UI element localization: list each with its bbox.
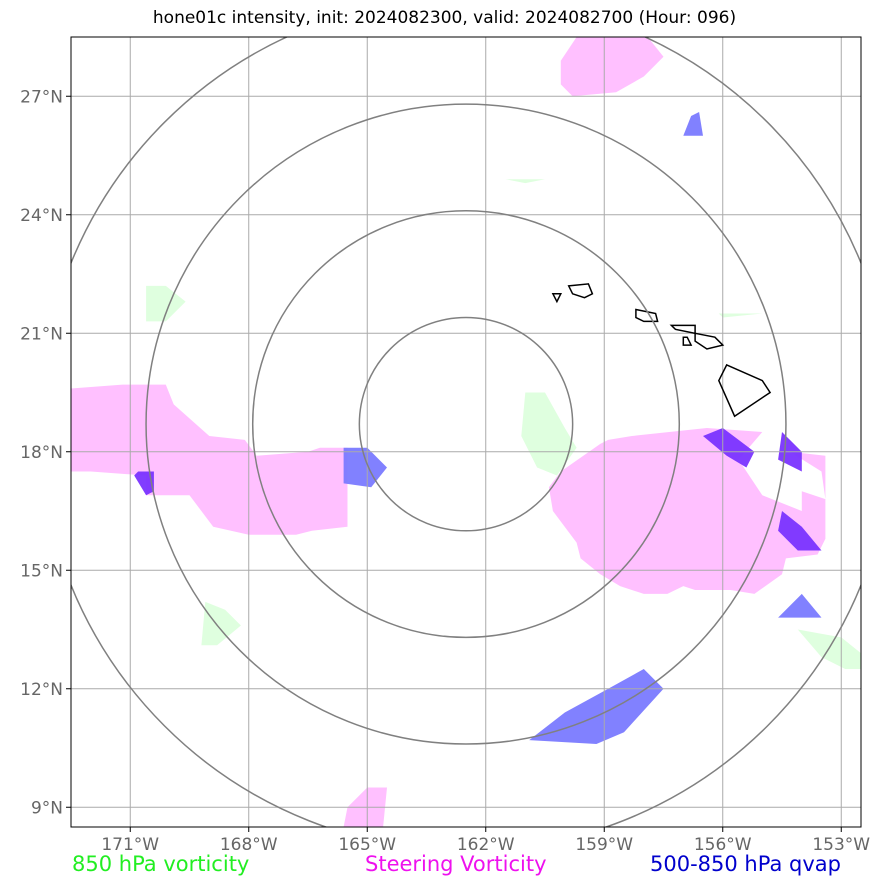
legend-steering-vorticity: Steering Vorticity (365, 852, 547, 876)
y-tick-label: 18°N (20, 443, 63, 463)
island-coastline (694, 332, 725, 350)
range-rings (71, 37, 861, 827)
range-ring (358, 316, 574, 532)
steering-vorticity-region (560, 37, 664, 97)
island-coastline (551, 293, 563, 304)
island-coastline (635, 308, 659, 323)
range-ring (251, 210, 681, 639)
y-tick-label: 9°N (31, 798, 63, 818)
plot-frame (70, 36, 862, 828)
map-gridlines (71, 37, 861, 827)
qvap-region (778, 511, 822, 551)
range-ring (145, 103, 787, 745)
steering-vorticity-region (548, 428, 826, 594)
y-tick-label: 12°N (20, 680, 63, 700)
x-tick-label: 168°W (220, 835, 278, 855)
axis-ticks: 171°W 168°W 165°W 162°W 159°W 156°W 153°W 9°N 12… (20, 87, 870, 855)
island-coastline (567, 283, 594, 299)
vorticity-850-region (718, 313, 763, 318)
island-coastline (717, 363, 772, 418)
y-tick-label: 15°N (20, 561, 63, 581)
legend-qvap: 500-850 hPa qvap (650, 852, 841, 876)
qvap-region (134, 471, 154, 496)
vorticity-850-region (201, 601, 241, 646)
map-title: hone01c intensity, init: 2024082300, val… (152, 8, 737, 28)
vorticity-850-region (146, 285, 186, 322)
map-region-layer (71, 37, 861, 827)
vorticity-850-region (521, 392, 577, 476)
x-tick-label: 153°W (812, 835, 870, 855)
qvap-region (778, 593, 822, 618)
island-coastline (682, 336, 693, 346)
y-tick-label: 24°N (20, 206, 63, 226)
x-tick-label: 165°W (338, 835, 396, 855)
x-tick-label: 171°W (101, 835, 159, 855)
y-tick-label: 27°N (20, 87, 63, 107)
legend-850hpa-vorticity: 850 hPa vorticity (72, 852, 250, 876)
vorticity-850-region (797, 629, 861, 669)
coastline-layer (551, 283, 772, 418)
qvap-region (343, 447, 387, 488)
vorticity-850-region (505, 179, 545, 184)
y-tick-label: 21°N (20, 324, 63, 344)
x-tick-label: 162°W (457, 835, 515, 855)
island-coastline (669, 324, 696, 335)
x-tick-label: 159°W (575, 835, 633, 855)
steering-vorticity-region (71, 384, 348, 535)
qvap-region (683, 112, 703, 136)
qvap-region (529, 669, 664, 744)
x-tick-label: 156°W (694, 835, 752, 855)
qvap-region (703, 428, 755, 468)
